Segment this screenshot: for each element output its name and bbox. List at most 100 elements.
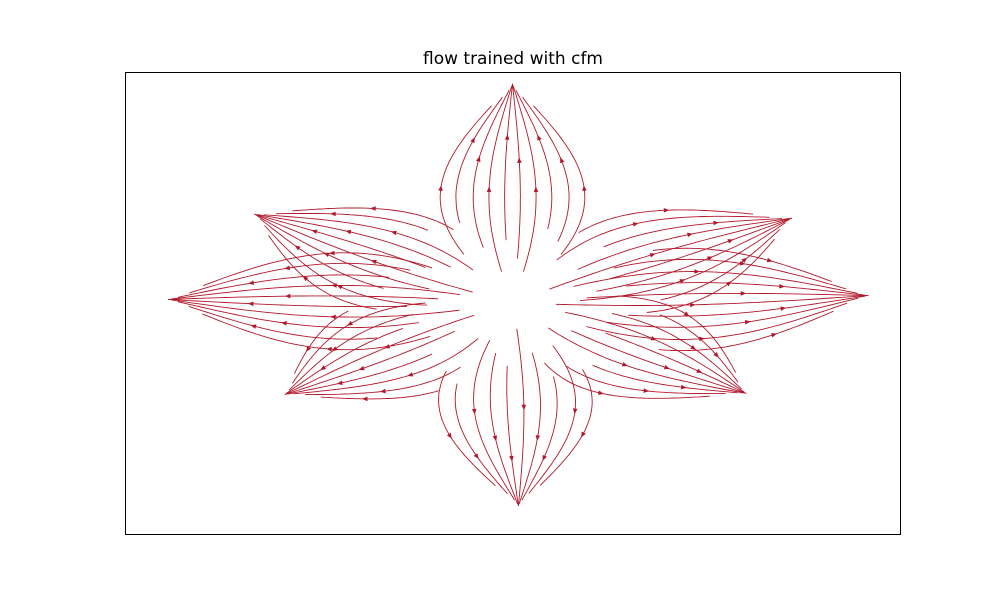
streamline <box>292 207 454 231</box>
stream-arrowhead <box>486 186 492 193</box>
streamline <box>268 235 377 310</box>
streamline <box>528 345 576 494</box>
streamline <box>571 330 747 394</box>
streamline <box>177 301 419 329</box>
stream-arrowhead <box>302 276 309 282</box>
streamline <box>286 327 404 394</box>
stream-arrowhead <box>740 291 747 296</box>
stream-arrowhead <box>643 388 650 393</box>
stream-arrowhead <box>345 229 352 235</box>
streamline <box>605 332 747 394</box>
streamline <box>518 352 541 505</box>
streamline <box>539 369 593 486</box>
streamline <box>275 213 429 231</box>
streamline <box>565 311 745 393</box>
stream-arrowhead <box>560 157 565 164</box>
streamline <box>178 274 390 298</box>
stream-arrowhead <box>572 408 578 415</box>
stream-arrowhead <box>509 455 514 462</box>
streamline <box>652 247 832 282</box>
streamline <box>578 209 754 233</box>
stream-arrowhead <box>470 137 475 144</box>
streamline <box>613 258 847 290</box>
streamline <box>202 252 433 287</box>
stream-arrowhead <box>582 185 587 191</box>
streamline <box>256 215 430 290</box>
stream-arrowhead <box>281 321 287 326</box>
stream-arrowhead <box>663 365 670 370</box>
stream-arrowhead <box>649 253 656 258</box>
streamline <box>586 292 869 299</box>
stream-arrowhead <box>329 250 335 256</box>
stream-arrowhead <box>680 384 687 390</box>
stream-arrowhead <box>330 314 336 320</box>
streamline <box>293 338 479 395</box>
stream-arrowhead <box>699 336 705 342</box>
stream-arrowhead <box>438 185 443 191</box>
streamline <box>455 96 503 224</box>
streamline <box>264 225 428 306</box>
streamline <box>454 383 508 494</box>
streamline <box>659 314 739 383</box>
stream-arrowhead <box>744 320 751 325</box>
streamline <box>547 327 744 394</box>
streamline <box>291 302 426 384</box>
stream-arrowhead <box>358 365 365 371</box>
stream-arrowhead <box>336 380 343 385</box>
stream-arrowhead <box>504 134 510 140</box>
stream-arrowhead <box>725 281 732 287</box>
stream-arrowhead <box>362 396 368 402</box>
stream-arrowhead <box>690 345 697 350</box>
stream-arrowhead <box>476 156 481 162</box>
streamline <box>284 314 475 396</box>
stream-arrowhead <box>537 134 542 141</box>
streamline <box>168 295 439 300</box>
stream-arrowhead <box>247 301 254 307</box>
stream-arrowhead <box>517 157 522 163</box>
stream-arrowhead <box>323 252 330 257</box>
streamline <box>596 219 790 292</box>
streamline <box>438 370 496 487</box>
streamline <box>555 295 869 306</box>
stream-arrowhead <box>687 232 693 238</box>
stream-arrowhead <box>284 293 291 299</box>
streamline <box>512 85 537 272</box>
streamline <box>603 218 783 248</box>
stream-arrowhead <box>621 362 628 367</box>
stream-arrowhead <box>713 220 719 226</box>
streamline <box>202 313 431 351</box>
stream-arrowhead <box>533 186 539 193</box>
streamline <box>287 353 433 395</box>
streamline <box>573 271 859 294</box>
streamline <box>257 214 451 268</box>
streamline <box>489 353 519 505</box>
streamline <box>263 214 474 271</box>
stream-arrowhead <box>535 435 541 441</box>
streamline <box>522 96 570 242</box>
stream-arrowhead <box>370 206 376 211</box>
stream-arrowhead <box>407 372 414 377</box>
streamline <box>611 313 742 390</box>
streamline <box>521 376 558 501</box>
stream-arrowhead <box>347 320 353 326</box>
stream-arrowhead <box>771 333 777 338</box>
stream-arrowhead <box>294 245 301 251</box>
streamline <box>284 330 455 396</box>
stream-arrowhead <box>370 259 377 265</box>
stream-arrowhead <box>581 431 586 438</box>
streamline <box>577 218 789 270</box>
streamline <box>254 213 426 268</box>
stream-arrowhead <box>473 453 479 459</box>
stream-arrowhead <box>330 211 336 217</box>
streamline <box>592 364 738 394</box>
streamline <box>254 213 473 293</box>
stream-arrowhead <box>713 352 719 358</box>
stream-arrowhead <box>598 390 604 395</box>
streamline <box>586 302 848 340</box>
streamline <box>512 83 521 259</box>
streamline <box>473 339 516 501</box>
stream-arrowhead <box>380 388 386 394</box>
stream-arrowhead <box>683 311 690 317</box>
stream-arrowhead <box>306 346 311 352</box>
